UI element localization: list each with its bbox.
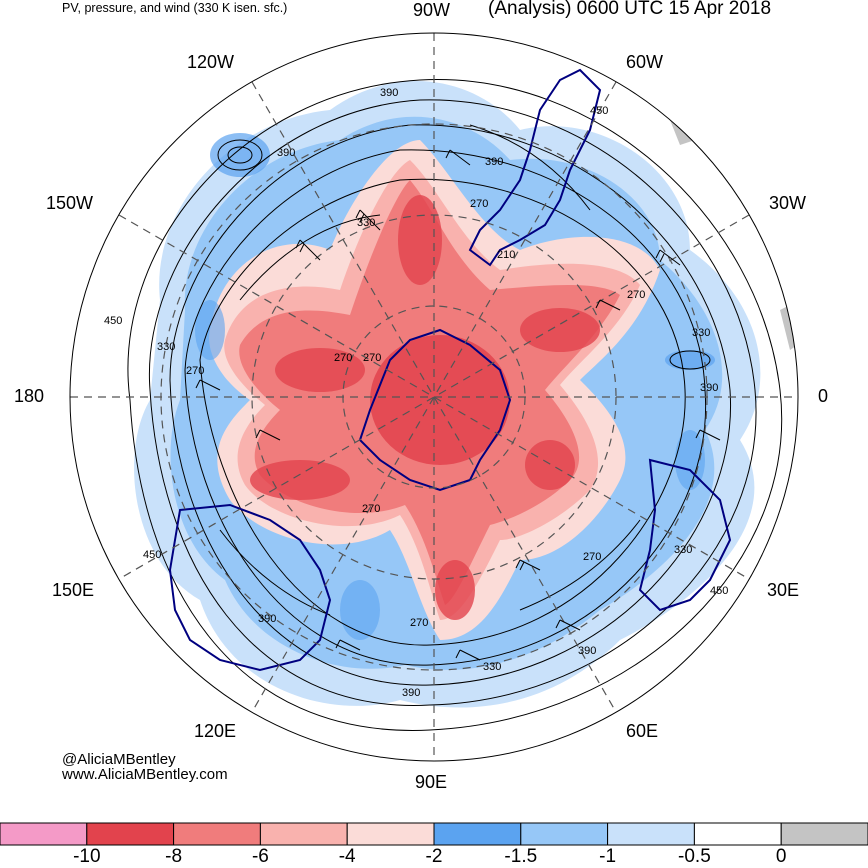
author-credit: @AliciaMBentley www.AliciaMBentley.com [62,752,228,782]
map-boundary [69,32,799,762]
colorbar [0,822,868,865]
contour-label: 270 [363,352,381,364]
lon-label-30w: 30W [769,193,807,213]
colorbar-swatch [607,822,695,846]
colorbar-swatch [693,822,782,846]
author-website: www.AliciaMBentley.com [62,766,228,783]
colorbar-tick-label: -1.5 [504,846,538,867]
wind-barbs [195,149,721,661]
pv-strong-north [398,195,442,285]
colorbar-swatch [433,822,522,846]
contour-label: 390 [485,156,503,168]
pressure-contours [127,79,783,731]
lon-label-150w: 150W [46,193,94,213]
colorbar-tick-label: -4 [338,846,356,867]
pv-strong-southwest [250,460,350,500]
contour-label: 390 [380,87,398,99]
contour-label: 270 [362,503,380,515]
lon-label-90w: 90W [413,0,451,20]
colorbar-swatch [520,822,609,846]
contour-label: 270 [334,352,352,364]
lon-label-180: 180 [14,386,45,406]
lon-label-120e: 120E [194,721,237,741]
colorbar-swatch [173,822,261,846]
colorbar-tick-label: -10 [73,846,101,867]
contour-label: 390 [402,687,420,699]
polar-map: 390 450 390 330 270 210 390 450 330 270 … [69,32,799,762]
contour-label: 330 [357,217,375,229]
contour-label: 270 [583,551,601,563]
map-disc [70,33,798,761]
colorbar-tick-label: 0 [775,846,787,867]
contour-label: 450 [104,315,122,327]
pv-blue-streak-se [675,430,705,490]
pv-blue-streak-e [665,350,715,370]
colorbar-swatches [0,822,868,846]
lon-label-90e: 90E [415,772,448,792]
colorbar-tick-label: -6 [251,846,269,867]
map-title: (Analysis) 0600 UTC 15 Apr 2018 [488,0,772,19]
arctic-central-coast [358,328,512,492]
contour-label: 210 [497,249,515,261]
contour-label: 390 [578,645,596,657]
map-subtitle: PV, pressure, and wind (330 K isen. sfc.… [62,1,288,15]
greenland-coast [468,68,602,267]
lon-label-60e: 60E [626,721,659,741]
contour-label: 330 [674,544,692,556]
colorbar-tick-label: -8 [165,846,183,867]
contour-label: 390 [258,613,276,625]
pv-strong-west [275,348,365,392]
colorbar-tick-label: -2 [425,846,443,867]
colorbar-tick-label: -0.5 [678,846,711,867]
contour-label: 270 [186,365,204,377]
contour-label: 450 [143,549,161,561]
contour-label: 390 [700,382,718,394]
contour-label: 330 [483,661,501,673]
author-handle: @AliciaMBentley [62,751,176,768]
contour-label: 390 [277,147,295,159]
contour-label: 450 [710,585,728,597]
pv-blue-streak-w [195,300,225,360]
lon-label-0: 0 [818,386,829,406]
graticule [70,33,798,761]
coastlines [168,68,732,672]
contour-label: 270 [627,289,645,301]
contour-labels: 390 450 390 330 270 210 390 450 330 270 … [104,87,728,699]
colorbar-swatch [346,822,435,846]
colorbar-swatch [780,822,868,846]
lon-label-60w: 60W [626,52,664,72]
lon-label-30e: 30E [767,580,800,600]
pv-strong-south [435,560,475,620]
asia-coast [168,503,332,672]
contour-label: 270 [470,198,488,210]
pv-strong-southeast [525,440,575,490]
europe-coast [638,458,732,612]
contour-label: 330 [157,341,175,353]
lon-label-150e: 150E [52,580,95,600]
colorbar-swatch [86,822,175,846]
contour-label: 270 [410,617,428,629]
lon-label-120w: 120W [187,52,235,72]
colorbar-swatch [259,822,348,846]
colorbar-tick-label: -1 [599,846,617,867]
contour-label: 450 [590,105,608,117]
colorbar-swatch [0,822,88,846]
pv-strong-east [520,308,600,352]
pv-blue-streak-s [340,580,380,640]
contour-label: 330 [692,327,710,339]
